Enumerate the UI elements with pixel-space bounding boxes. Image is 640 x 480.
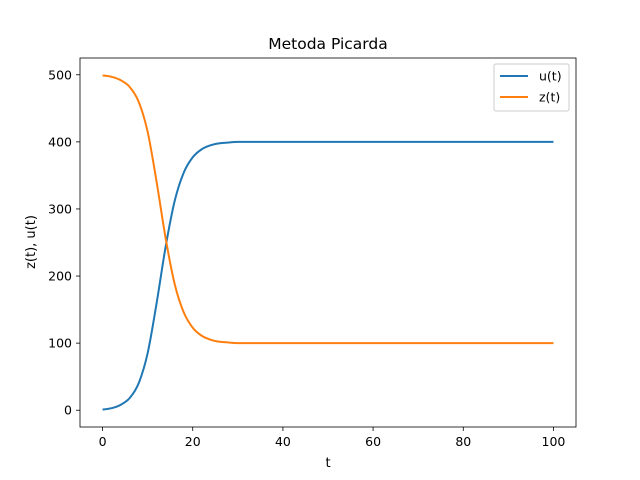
legend: u(t) z(t)	[493, 63, 570, 112]
axes-frame	[79, 57, 577, 428]
x-tick-label: 40	[275, 434, 291, 449]
y-tick-label: 100	[48, 336, 72, 351]
chart-title: Metoda Picarda	[268, 35, 388, 53]
y-tick-label: 500	[48, 67, 72, 82]
series-line-u	[102, 140, 554, 411]
x-tick-label: 20	[185, 434, 201, 449]
y-axis: 0 100 200 300 400 500	[48, 67, 80, 418]
x-tick-label: 60	[365, 434, 381, 449]
y-tick-label: 300	[48, 201, 72, 216]
y-axis-label: z(t), u(t)	[24, 215, 39, 269]
y-tick-label: 200	[48, 269, 72, 284]
x-tick-label: 80	[455, 434, 471, 449]
x-axis: 0 20 40 60 80 100	[99, 427, 566, 449]
y-tick-label: 0	[64, 403, 72, 418]
x-tick-label: 100	[542, 434, 566, 449]
plot-area	[102, 74, 554, 411]
series-line-z	[102, 74, 554, 345]
legend-label-u: u(t)	[539, 69, 562, 84]
y-tick-label: 400	[48, 134, 72, 149]
legend-label-z: z(t)	[539, 90, 560, 105]
x-axis-label: t	[325, 456, 330, 471]
x-tick-label: 0	[99, 434, 107, 449]
